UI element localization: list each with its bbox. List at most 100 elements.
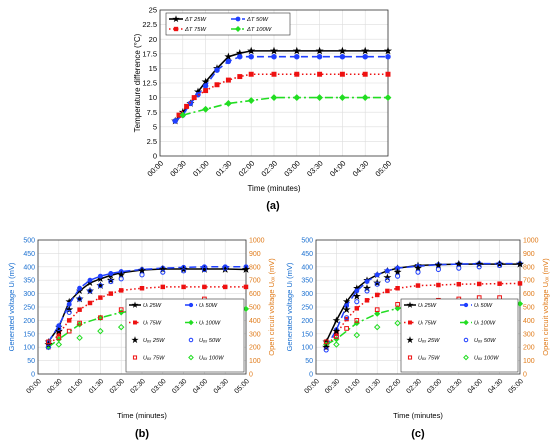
panel-a-data-point [384, 94, 392, 102]
panel-c-xtick-label: 05:00 [508, 378, 525, 395]
panel-c-data-point [436, 282, 441, 288]
panel-a-data-point [339, 53, 346, 60]
panel-a-data-point [338, 94, 346, 102]
panel-b-data-point [66, 318, 72, 323]
panel-b-legend-box [125, 298, 245, 373]
panel-a-legend-marker [235, 26, 241, 32]
panel-b-data-point [118, 276, 124, 282]
panel-b-ytick-label: 500 [23, 237, 35, 244]
panel-b-legend: Uₗ 25W Uₗ 50W Uₗ 75W Uₗ 100W Uₒₓ 25W Uₒₓ 50W U… [125, 298, 245, 373]
panel-c-data-point [435, 266, 441, 273]
panel-b-y2tick-label: 300 [249, 331, 261, 338]
panel-c-data-point [515, 259, 525, 268]
panel-c-data-point [333, 341, 340, 348]
panel-b-y2tick-label: 400 [249, 318, 261, 325]
panel-c-legend-marker [463, 337, 469, 343]
panel-b-xtick-label: 00:00 [26, 378, 43, 395]
panel-a-legend-label: ΔT 100W [246, 27, 272, 33]
panel-a-legend-label: ΔT 50W [246, 17, 268, 23]
panel-a-xtick-label: 02:30 [259, 159, 279, 179]
panel-c-ytick-label: 400 [301, 264, 313, 271]
panel-c-data-point [332, 326, 341, 335]
panel-c-chart: 00:00 00:30 01:00 01:30 02:00 02:30 03:00 03:30… [285, 237, 550, 420]
panel-b-data-point [66, 328, 72, 334]
panel-c-data-point [385, 288, 390, 294]
panel-b-ylabel: Generated voltage Uₗ (mV) [7, 262, 16, 351]
panel-b-data-point [117, 270, 126, 279]
panel-a-ytick-label: 15 [149, 64, 157, 73]
panel-c-xlabel: Time (minutes) [393, 411, 443, 420]
panel-b-y2tick-label: 500 [249, 304, 261, 311]
panel-a-data-point [385, 71, 391, 77]
panel-a-xtick-label: 03:30 [305, 159, 325, 179]
panel-c-ytick-label: 0 [309, 371, 313, 378]
panel-b-data-point [201, 266, 207, 273]
panel-c-data-point [393, 267, 402, 276]
panel-c-data-point [364, 279, 370, 285]
panel-c-data-point [334, 334, 339, 339]
panel-c-data-point [344, 315, 350, 321]
panel-c-legend-marker [407, 355, 413, 360]
panel-c-data-point [364, 288, 370, 294]
panel-b-data-point [181, 268, 187, 274]
panel-b-series-3 [46, 284, 249, 350]
panel-b-data-point [87, 288, 93, 294]
panel-a-data-point [214, 67, 220, 73]
panel-a-data-point [292, 46, 301, 55]
panel-c-legend: Uₗ 25W Uₗ 50W Uₗ 75W Uₗ 100W Uₒₓ 25W Uₒₓ 50W U… [400, 298, 519, 373]
panel-c-y2tick-label: 900 [523, 251, 535, 258]
panel-c-data-point [354, 299, 360, 305]
panel-c-legend-marker [463, 319, 469, 326]
panel-a-xtick-label: 00:30 [168, 159, 188, 179]
panel-a-data-point [237, 74, 243, 80]
panel-b-y2tick-label: 100 [249, 358, 261, 365]
panel-c-ylabel: Generated voltage Uₗ (mV) [285, 262, 294, 351]
panel-a-frame [159, 9, 389, 157]
panel-c-xtick-label: 02:00 [385, 378, 402, 395]
panel-a-ytick-label: 25 [149, 6, 157, 15]
panel-c-xtick-label: 03:00 [426, 378, 443, 395]
panel-b-y2tick-label: 1000 [249, 237, 265, 244]
panel-c-ytick-label: 100 [301, 345, 313, 352]
panel-b-data-point [45, 344, 51, 350]
panel-c-ytick-label: 250 [301, 304, 313, 311]
panel-a-data-point [202, 83, 209, 89]
panel-a-data-point [385, 53, 391, 60]
panel-a-data-point [362, 71, 368, 77]
panel-a-data-point [339, 71, 345, 77]
panel-b-data-point [160, 284, 166, 290]
panel-b-data-point [98, 315, 103, 321]
panel-c-y2tick-label: 300 [523, 331, 535, 338]
panel-a-xlabel: Time (minutes) [247, 184, 300, 193]
panel-b-ytick-label: 400 [23, 264, 35, 271]
panel-a-data-point [247, 97, 255, 104]
panel-c-data-point [497, 281, 502, 286]
panel-a-data-point [248, 71, 254, 77]
panel-c-y2tick-label: 200 [523, 345, 535, 352]
panel-b-xtick-label: 01:00 [67, 378, 84, 395]
panel-c-data-point [344, 326, 349, 331]
panel-a-legend-marker [235, 16, 241, 22]
panel-a-data-point [338, 46, 347, 55]
panel-c-legend-label: Uₒₓ 25W [418, 338, 440, 344]
panel-a-data-point [191, 95, 197, 101]
panel-b-legend-label: Uₒₓ 75W [143, 355, 165, 361]
panel-b-data-point [137, 266, 147, 275]
panel-c-data-point [456, 281, 462, 287]
panel-b-xtick-label: 03:00 [150, 378, 167, 395]
panel-b-legend-label: Uₗ 100W [199, 320, 221, 326]
panel-b-data-point [108, 271, 114, 276]
panel-c-legend-label: Uₗ 25W [418, 303, 437, 309]
panel-b-data-point [118, 288, 124, 293]
panel-c-y2tick-label: 700 [523, 278, 535, 285]
panel-b-data-point [242, 305, 250, 312]
panel-a-legend-label: ΔT 25W [184, 17, 206, 23]
panel-c-y2tick-label: 100 [523, 358, 535, 365]
panel-c-legend-marker [406, 336, 414, 344]
panel-c-y2tick-label: 1000 [523, 237, 539, 244]
panel-a-series-line [182, 96, 388, 116]
panel-c-y2tick-label: 0 [523, 371, 527, 378]
panel-b-ytick-label: 0 [31, 371, 35, 378]
panel-c-legend-box [400, 298, 519, 373]
